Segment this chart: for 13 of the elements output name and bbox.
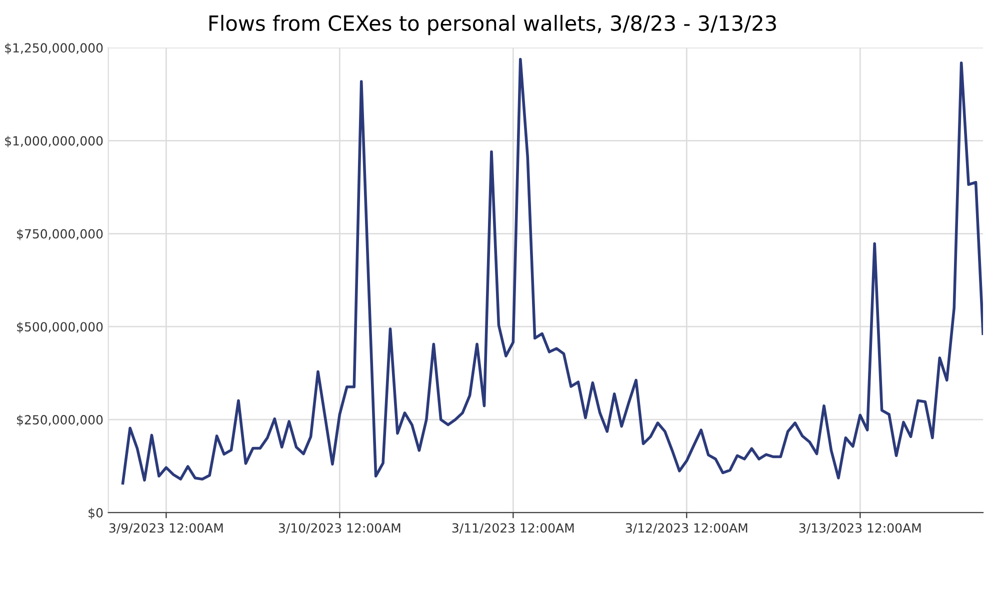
y-tick-label: $0 [88, 508, 103, 520]
x-tick-label: 3/11/2023 12:00AM [452, 523, 574, 534]
y-tick-label: $750,000,000 [17, 228, 103, 240]
y-tick-label: $1,250,000,000 [5, 42, 103, 54]
y-tick-label: $250,000,000 [17, 414, 103, 426]
chart-title: Flows from CEXes to personal wallets, 3/8/23 - 3/13/23 [209, 14, 776, 36]
x-tick-label: 3/12/2023 12:00AM [626, 523, 748, 534]
line-series [121, 58, 984, 485]
x-tick-label: 3/9/2023 12:00AM [109, 523, 223, 534]
y-tick-label: $1,000,000,000 [5, 136, 103, 148]
x-tick-label: 3/10/2023 12:00AM [278, 523, 400, 534]
x-tick-label: 3/13/2023 12:00AM [799, 523, 921, 534]
y-tick-label: $500,000,000 [17, 322, 103, 334]
